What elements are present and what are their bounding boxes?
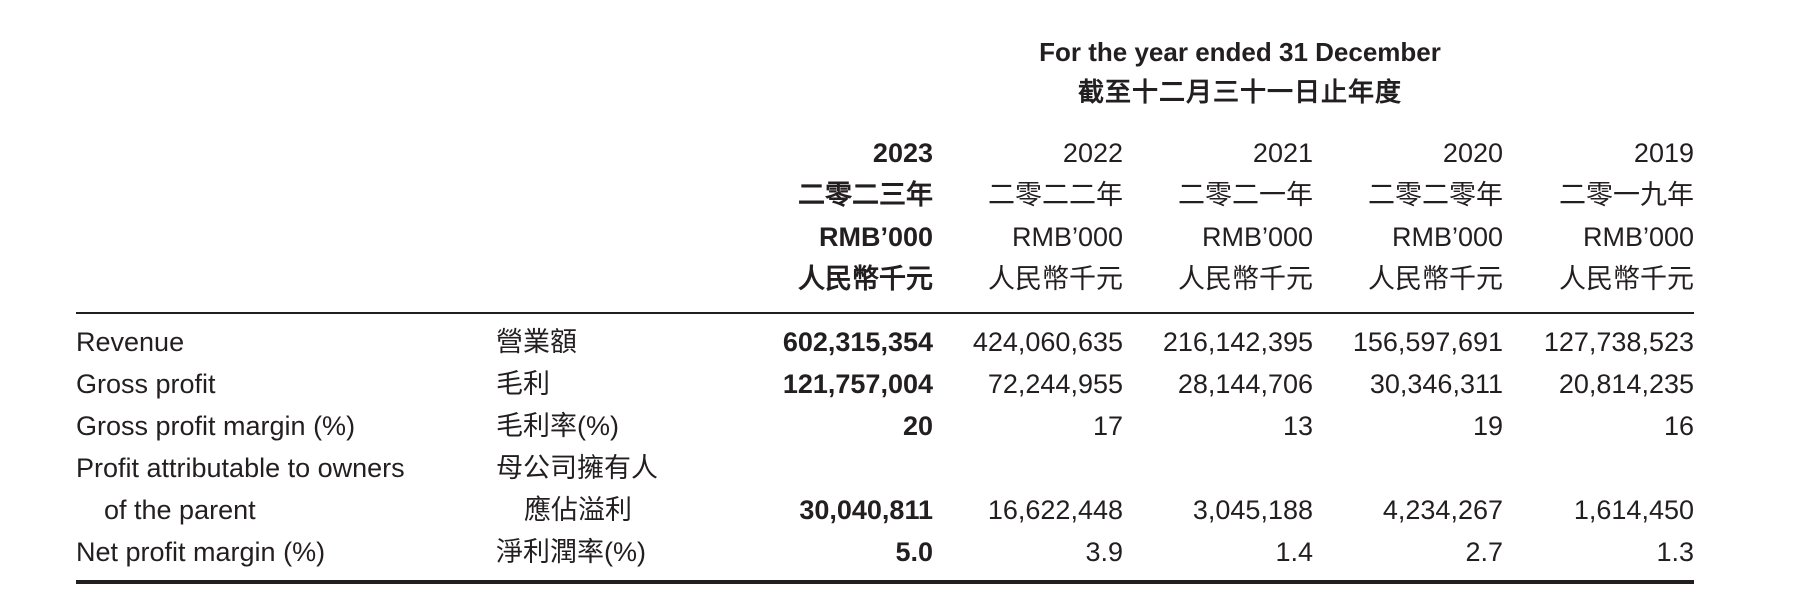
value-2023: 602,315,354 <box>782 327 933 357</box>
column-header-2019: 2019 二零一九年 RMB’000 人民幣千元 <box>1494 132 1694 300</box>
value-2019: 1.3 <box>1656 537 1694 567</box>
header-divider <box>76 312 1694 314</box>
value-2022: 72,244,955 <box>987 369 1123 399</box>
value-2021: 3,045,188 <box>1192 495 1313 525</box>
value-2020: 30,346,311 <box>1369 369 1503 399</box>
table-row-net-profit-margin: Net profit margin (%) 淨利潤率(%) 5.0 3.9 1.… <box>0 531 1808 573</box>
column-year: 2019 <box>1633 138 1694 168</box>
column-header-2020: 2020 二零二零年 RMB’000 人民幣千元 <box>1303 132 1503 300</box>
value-2022: 17 <box>1092 411 1123 441</box>
row-label-zh: 營業額 <box>496 327 577 357</box>
value-2021: 216,142,395 <box>1162 327 1313 357</box>
column-unit: RMB’000 <box>1582 222 1694 252</box>
column-header-2022: 2022 二零二二年 RMB’000 人民幣千元 <box>923 132 1123 300</box>
row-label: Gross profit margin (%) <box>76 411 356 441</box>
row-label-zh-continued: 應佔溢利 <box>524 495 632 525</box>
table-row-profit-attributable: of the parent 應佔溢利 30,040,811 16,622,448… <box>0 489 1808 531</box>
value-2023: 121,757,004 <box>782 369 933 399</box>
value-2019: 1,614,450 <box>1573 495 1694 525</box>
value-2022: 3.9 <box>1085 537 1123 567</box>
row-label: Revenue <box>76 327 185 357</box>
table-row-profit-attributable-label-line-1: Profit attributable to owners 母公司擁有人 <box>0 447 1808 489</box>
column-year-zh: 二零一九年 <box>1559 180 1694 210</box>
row-label-zh: 毛利 <box>496 369 550 399</box>
value-2020: 2.7 <box>1465 537 1503 567</box>
period-heading-en: For the year ended 31 December <box>1039 37 1441 67</box>
column-header-2021: 2021 二零二一年 RMB’000 人民幣千元 <box>1113 132 1313 300</box>
row-label: Profit attributable to owners <box>76 453 405 483</box>
column-unit-zh: 人民幣千元 <box>798 264 933 294</box>
column-year-zh: 二零二一年 <box>1178 180 1313 210</box>
row-label: Net profit margin (%) <box>76 537 326 567</box>
value-2020: 19 <box>1472 411 1503 441</box>
value-2023: 30,040,811 <box>799 495 933 525</box>
column-unit-zh: 人民幣千元 <box>1178 264 1313 294</box>
value-2022: 424,060,635 <box>972 327 1123 357</box>
column-unit: RMB’000 <box>818 222 933 252</box>
column-year-zh: 二零二零年 <box>1368 180 1503 210</box>
value-2023: 20 <box>902 411 933 441</box>
column-unit: RMB’000 <box>1011 222 1123 252</box>
column-year-zh: 二零二二年 <box>988 180 1123 210</box>
column-unit: RMB’000 <box>1391 222 1503 252</box>
table-row-gross-profit: Gross profit 毛利 121,757,004 72,244,955 2… <box>0 363 1808 405</box>
column-unit: RMB’000 <box>1201 222 1313 252</box>
value-2021: 28,144,706 <box>1177 369 1313 399</box>
row-label-zh: 淨利潤率(%) <box>496 537 646 567</box>
table-row-gross-profit-margin: Gross profit margin (%) 毛利率(%) 20 17 13 … <box>0 405 1808 447</box>
value-2019: 16 <box>1663 411 1694 441</box>
row-label: Gross profit <box>76 369 216 399</box>
row-label-zh: 母公司擁有人 <box>496 453 658 483</box>
column-year: 2023 <box>872 138 933 168</box>
value-2019: 20,814,235 <box>1558 369 1694 399</box>
period-heading-zh: 截至十二月三十一日止年度 <box>1077 77 1402 107</box>
value-2020: 4,234,267 <box>1382 495 1503 525</box>
value-2021: 1.4 <box>1275 537 1313 567</box>
column-unit-zh: 人民幣千元 <box>988 264 1123 294</box>
value-2021: 13 <box>1282 411 1313 441</box>
table-row-revenue: Revenue 營業額 602,315,354 424,060,635 216,… <box>0 321 1808 363</box>
row-label-zh: 毛利率(%) <box>496 411 619 441</box>
column-unit-zh: 人民幣千元 <box>1368 264 1503 294</box>
value-2023: 5.0 <box>895 537 933 567</box>
value-2019: 127,738,523 <box>1543 327 1694 357</box>
value-2022: 16,622,448 <box>987 495 1123 525</box>
value-2020: 156,597,691 <box>1352 327 1503 357</box>
column-year-zh: 二零二三年 <box>798 180 933 210</box>
row-label-continued: of the parent <box>104 495 256 525</box>
column-year: 2022 <box>1062 138 1123 168</box>
column-year: 2020 <box>1442 138 1503 168</box>
column-header-2023: 2023 二零二三年 RMB’000 人民幣千元 <box>733 132 933 300</box>
column-year: 2021 <box>1252 138 1313 168</box>
table-bottom-rule <box>76 580 1694 584</box>
column-unit-zh: 人民幣千元 <box>1559 264 1694 294</box>
